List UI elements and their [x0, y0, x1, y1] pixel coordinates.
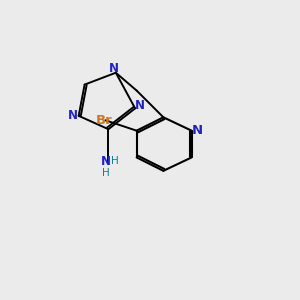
Text: H: H	[102, 168, 110, 178]
Text: H: H	[111, 156, 119, 166]
Text: N: N	[68, 109, 78, 122]
Text: N: N	[109, 62, 119, 75]
Text: Br: Br	[96, 114, 112, 127]
Text: N: N	[191, 124, 203, 137]
Text: N: N	[135, 99, 145, 112]
Text: N: N	[101, 155, 111, 168]
